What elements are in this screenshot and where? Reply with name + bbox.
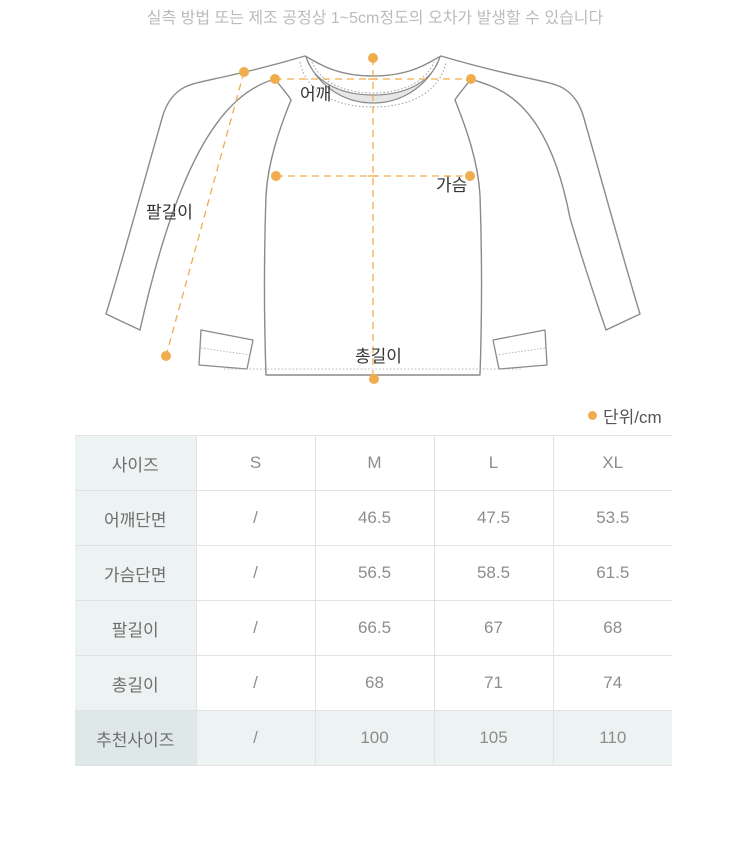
svg-text:총길이: 총길이 (355, 347, 402, 366)
svg-text:가슴: 가슴 (436, 176, 467, 195)
svg-text:어깨: 어깨 (300, 85, 331, 104)
svg-text:팔길이: 팔길이 (146, 203, 193, 222)
